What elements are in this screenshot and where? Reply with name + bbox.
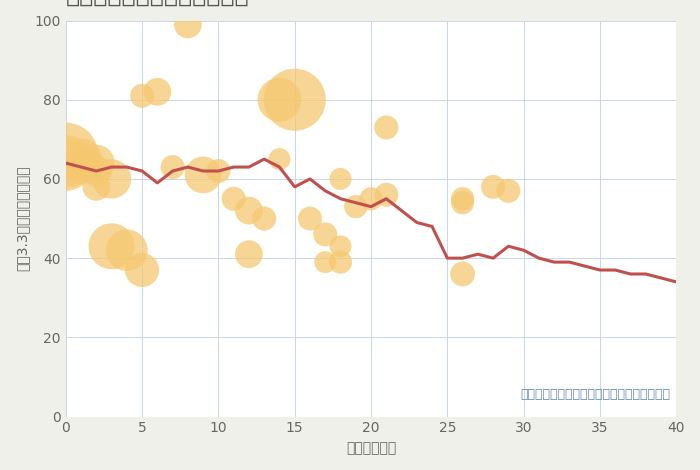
- Point: [457, 270, 468, 278]
- Point: [274, 156, 285, 163]
- Point: [289, 96, 300, 103]
- Point: [91, 159, 102, 167]
- Point: [60, 159, 71, 167]
- Point: [228, 195, 239, 203]
- Point: [457, 199, 468, 206]
- Point: [121, 246, 132, 254]
- Point: [381, 191, 392, 198]
- Point: [244, 251, 255, 258]
- Point: [197, 171, 209, 179]
- Point: [350, 203, 361, 211]
- Point: [91, 167, 102, 175]
- Point: [213, 167, 224, 175]
- Point: [381, 124, 392, 131]
- Point: [182, 21, 193, 28]
- Point: [258, 215, 270, 222]
- Point: [320, 231, 331, 238]
- Point: [106, 175, 117, 183]
- Point: [244, 207, 255, 214]
- Point: [335, 175, 346, 183]
- Point: [503, 187, 514, 195]
- Point: [304, 215, 316, 222]
- Point: [274, 96, 285, 103]
- Point: [106, 243, 117, 250]
- Point: [60, 151, 71, 159]
- Point: [167, 163, 178, 171]
- X-axis label: 築年数（年）: 築年数（年）: [346, 441, 396, 455]
- Point: [152, 88, 163, 95]
- Point: [76, 163, 87, 171]
- Point: [365, 195, 377, 203]
- Point: [91, 183, 102, 191]
- Point: [76, 156, 87, 163]
- Point: [487, 183, 498, 191]
- Point: [457, 195, 468, 203]
- Point: [335, 243, 346, 250]
- Point: [136, 266, 148, 274]
- Text: 築年数別中古マンション価格: 築年数別中古マンション価格: [66, 0, 249, 7]
- Point: [335, 258, 346, 266]
- Y-axis label: 坪（3.3㎡）単価（万円）: 坪（3.3㎡）単価（万円）: [15, 166, 29, 271]
- Point: [136, 92, 148, 100]
- Point: [320, 258, 331, 266]
- Text: 円の大きさは、取引のあった物件面積を示す: 円の大きさは、取引のあった物件面積を示す: [520, 388, 670, 401]
